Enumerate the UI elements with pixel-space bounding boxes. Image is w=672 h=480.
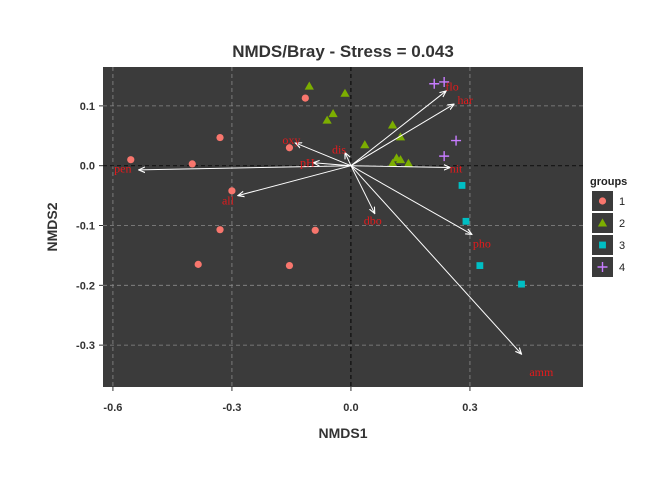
y-tick-label: 0.0 — [80, 161, 95, 173]
point-group-2 — [403, 158, 414, 167]
point-group-4 — [439, 151, 450, 162]
legend-label-4: 4 — [619, 262, 625, 274]
legend-symbol-4 — [597, 262, 608, 272]
vector-arrow-oxy — [295, 143, 352, 167]
y-tick-label: -0.1 — [76, 221, 95, 233]
point-group-1 — [194, 260, 202, 268]
legend: groups 1 2 3 4 — [590, 176, 627, 277]
point-group-2 — [328, 109, 338, 118]
chart-title: NMDS/Bray - Stress = 0.043 — [232, 42, 454, 61]
point-group-2 — [387, 158, 398, 167]
point-group-4 — [451, 135, 462, 146]
point-group-2 — [395, 155, 406, 164]
x-axis-ticks: -0.6 -0.3 0.0 0.3 — [103, 387, 478, 414]
plot-panel — [103, 67, 583, 387]
vector-label-all: all — [222, 193, 235, 207]
point-group-2 — [322, 115, 332, 124]
x-tick-label: 0.0 — [343, 402, 358, 414]
vector-label-flo: flo — [445, 80, 458, 94]
y-axis-title: NMDS2 — [44, 202, 60, 251]
vector-label-pH: pH — [300, 156, 315, 170]
vector-label-dbo: dbo — [364, 214, 382, 228]
vector-arrow-pho — [350, 165, 472, 235]
point-group-1 — [216, 226, 224, 234]
envfit-vectors — [139, 91, 522, 354]
x-axis-title: NMDS1 — [318, 425, 367, 441]
vector-arrow-har — [350, 104, 454, 167]
point-group-3 — [462, 217, 470, 225]
point-group-3 — [458, 182, 466, 189]
vector-label-har: har — [458, 93, 473, 107]
vector-arrow-amm — [350, 165, 522, 354]
point-group-2 — [360, 140, 370, 149]
vector-label-dis: dis — [332, 143, 346, 157]
point-group-2 — [387, 120, 398, 129]
vector-arrow-dis — [345, 153, 352, 166]
vector-arrow-flo — [350, 91, 446, 167]
y-axis-ticks: -0.3 -0.2 -0.1 0.0 0.1 — [76, 101, 103, 352]
point-group-2 — [340, 88, 350, 97]
point-group-3 — [518, 280, 525, 288]
point-group-1 — [228, 187, 236, 195]
vector-label-amm: amm — [529, 365, 554, 379]
legend-symbol-3 — [599, 241, 606, 249]
point-group-4 — [439, 76, 450, 87]
x-tick-label: -0.3 — [222, 402, 241, 414]
legend-title: groups — [590, 176, 627, 188]
point-group-3 — [476, 262, 484, 269]
y-tick-label: -0.2 — [76, 280, 95, 292]
vector-label-nit: nit — [450, 162, 463, 176]
vector-label-pen: pen — [114, 162, 131, 176]
point-group-1 — [285, 144, 294, 152]
x-tick-label: 0.3 — [462, 402, 477, 414]
vector-label-pho: pho — [473, 236, 491, 250]
y-tick-label: 0.1 — [80, 101, 95, 113]
point-group-1 — [216, 133, 224, 142]
legend-label-1: 1 — [619, 196, 625, 208]
point-group-1 — [285, 261, 294, 270]
vector-arrow-nit — [350, 166, 450, 168]
vector-arrow-all — [238, 165, 352, 196]
legend-label-3: 3 — [619, 240, 625, 252]
point-group-4 — [429, 78, 440, 89]
point-group-1 — [127, 156, 135, 164]
legend-symbol-1 — [598, 197, 607, 205]
x-tick-label: -0.6 — [103, 402, 122, 414]
vector-arrow-pH — [313, 163, 351, 166]
legend-symbol-2 — [597, 218, 608, 227]
vector-arrow-dbo — [350, 165, 375, 214]
legend-label-2: 2 — [619, 218, 625, 230]
point-group-1 — [188, 160, 196, 168]
point-group-1 — [301, 94, 309, 102]
point-group-2 — [304, 81, 314, 90]
vector-label-oxy: oxy — [282, 133, 300, 147]
y-tick-label: -0.3 — [76, 340, 95, 352]
point-group-1 — [311, 226, 319, 234]
